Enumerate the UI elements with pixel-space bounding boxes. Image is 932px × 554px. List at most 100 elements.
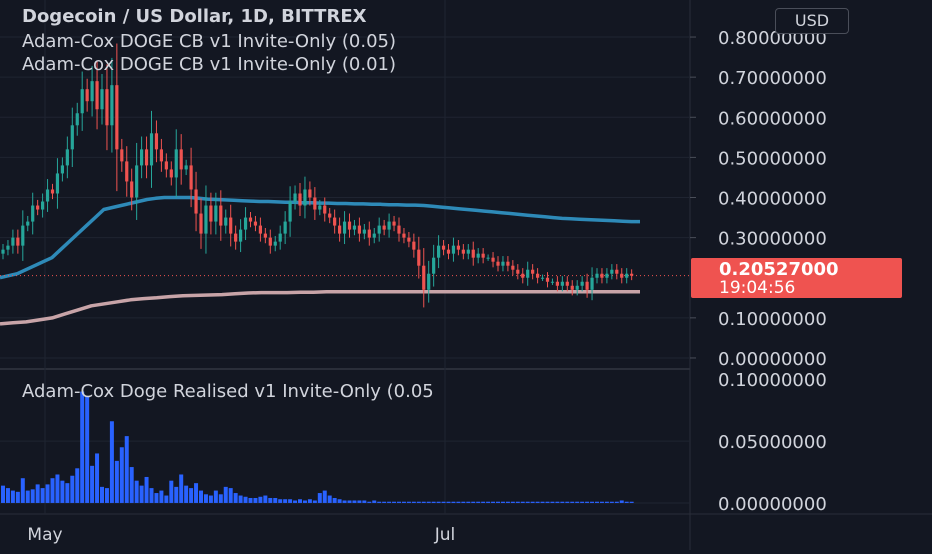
- candle-body: [362, 229, 366, 234]
- realised-bar: [20, 478, 25, 503]
- candle-body: [219, 205, 223, 226]
- realised-tick-label: 0.05000000: [718, 432, 827, 453]
- realised-bar: [238, 495, 243, 503]
- currency-button[interactable]: USD: [775, 8, 849, 34]
- realised-bar: [253, 498, 258, 503]
- candle-body: [243, 217, 248, 230]
- candle-body: [526, 269, 530, 278]
- realised-bar: [90, 465, 95, 503]
- candle-body: [580, 281, 584, 286]
- realised-bar: [144, 476, 149, 503]
- candle-body: [313, 197, 317, 210]
- realised-bar: [619, 500, 624, 503]
- candle-body: [397, 225, 401, 234]
- realised-bar: [585, 501, 590, 503]
- realised-bar: [416, 501, 421, 503]
- price-tick-label: 0.10000000: [718, 309, 827, 330]
- realised-bar: [327, 495, 332, 503]
- candle-body: [248, 217, 253, 222]
- time-axis[interactable]: May Jul: [27, 525, 455, 545]
- realised-bar: [337, 499, 342, 503]
- candle-body: [95, 81, 99, 110]
- realised-bar: [530, 501, 535, 503]
- realised-bar: [580, 501, 585, 503]
- candle-body: [451, 245, 456, 254]
- realised-bar: [446, 501, 451, 503]
- realised-bar: [80, 391, 85, 503]
- candle-body: [85, 89, 89, 102]
- realised-bar: [500, 501, 505, 503]
- candle-body: [120, 149, 124, 162]
- realised-bar: [124, 436, 129, 503]
- candle-body: [417, 249, 421, 266]
- price-tick-label: 0.50000000: [718, 148, 827, 169]
- candle-body: [536, 273, 540, 278]
- candle-body: [575, 285, 579, 290]
- realised-bar: [471, 501, 476, 503]
- realised-bar: [159, 490, 164, 503]
- candle-body: [540, 277, 545, 279]
- realised-bar: [134, 480, 139, 503]
- candlestick-series: [1, 43, 634, 308]
- candle-body: [258, 225, 262, 234]
- candle-body: [149, 133, 154, 166]
- realised-bar: [436, 501, 441, 503]
- candle-body: [41, 201, 45, 210]
- realised-bar: [540, 501, 545, 503]
- candle-body: [501, 261, 505, 266]
- realised-bar: [520, 501, 525, 503]
- candle-body: [615, 269, 619, 274]
- candle-body: [164, 161, 168, 170]
- time-label-may: May: [27, 525, 62, 545]
- realised-bar: [129, 467, 134, 503]
- indicator-legend-1[interactable]: Adam-Cox DOGE CB v1 Invite-Only (0.05): [22, 31, 396, 52]
- realised-bar: [85, 396, 90, 503]
- candle-body: [555, 281, 559, 286]
- realised-bar: [243, 496, 248, 503]
- candle-body: [36, 205, 40, 210]
- realised-bar: [1, 485, 5, 503]
- candle-body: [303, 189, 307, 206]
- candle-body: [224, 217, 228, 226]
- realised-bar: [456, 501, 461, 503]
- candle-body: [392, 221, 396, 226]
- realised-bar: [104, 488, 109, 503]
- realised-bar: [555, 501, 560, 503]
- realised-bar: [550, 501, 555, 503]
- realised-bar: [40, 488, 45, 503]
- realised-bar: [466, 501, 471, 503]
- realised-bar: [387, 501, 392, 503]
- candle-body: [21, 225, 25, 246]
- indicator-legend-2[interactable]: Adam-Cox DOGE CB v1 Invite-Only (0.01): [22, 54, 396, 75]
- realised-bar: [510, 501, 515, 503]
- candle-body: [605, 273, 609, 278]
- realised-bar: [629, 501, 634, 503]
- candle-body: [387, 221, 391, 230]
- candle-body: [288, 201, 292, 222]
- realised-bar: [70, 475, 75, 503]
- candle-body: [328, 213, 332, 218]
- candle-body: [352, 225, 357, 230]
- realised-bar: [604, 501, 609, 503]
- candle-body: [610, 269, 614, 274]
- candle-body: [189, 165, 193, 190]
- candle-body: [194, 189, 198, 214]
- realised-bar: [25, 490, 30, 503]
- candle-body: [506, 261, 510, 266]
- realised-bar: [392, 501, 397, 503]
- candle-body: [214, 205, 218, 222]
- realised-bars: [1, 391, 634, 503]
- realised-bar: [560, 501, 565, 503]
- realised-bar: [545, 501, 550, 503]
- realised-indicator-legend[interactable]: Adam-Cox Doge Realised v1 Invite-Only (0…: [22, 381, 434, 402]
- realised-bar: [535, 501, 540, 503]
- price-axis[interactable]: 0.800000000.700000000.600000000.50000000…: [690, 28, 827, 515]
- realised-bar: [367, 501, 372, 503]
- candle-body: [50, 189, 55, 194]
- realised-bar: [496, 501, 500, 503]
- realised-bar: [203, 494, 208, 503]
- realised-bar: [169, 480, 174, 503]
- candle-body: [65, 149, 69, 166]
- candle-body: [1, 249, 5, 254]
- candle-body: [585, 281, 589, 290]
